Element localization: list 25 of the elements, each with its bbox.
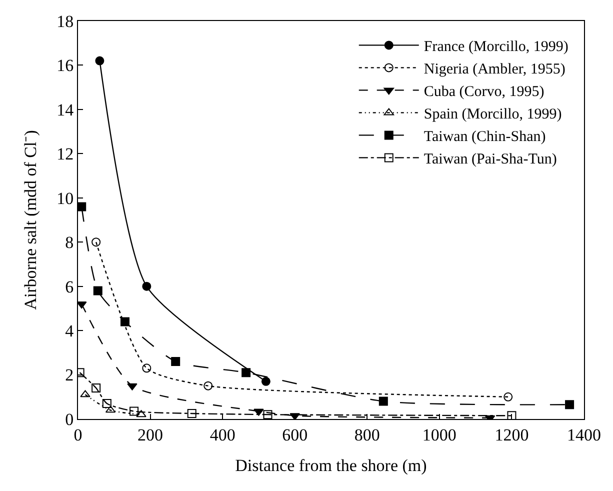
y-tick-label: 0 xyxy=(65,410,74,429)
x-tick-label: 200 xyxy=(138,425,164,444)
legend-label: Cuba (Corvo, 1995) xyxy=(424,84,544,100)
legend-label: Taiwan (Pai-Sha-Tun) xyxy=(424,152,557,168)
x-tick-label: 1000 xyxy=(422,425,456,444)
y-tick-label: 6 xyxy=(65,277,74,296)
y-tick-label: 14 xyxy=(56,100,74,120)
x-tick-label: 800 xyxy=(354,425,380,444)
legend-label: France (Morcillo, 1999) xyxy=(424,39,568,56)
x-axis-title: Distance from the shore (m) xyxy=(235,456,427,475)
y-tick-label: 10 xyxy=(56,188,74,208)
x-tick-label: 400 xyxy=(210,425,236,444)
y-tick-label: 12 xyxy=(56,144,74,164)
x-tick-label: 600 xyxy=(282,425,308,444)
x-tick-label: 1400 xyxy=(567,425,601,444)
y-tick-label: 8 xyxy=(65,233,74,252)
y-tick-label: 2 xyxy=(65,366,74,385)
legend-label: Taiwan (Chin-Shan) xyxy=(424,129,546,146)
legend-label: Spain (Morcillo, 1999) xyxy=(424,106,562,123)
y-tick-label: 4 xyxy=(65,322,74,341)
x-tick-label: 1200 xyxy=(494,425,529,444)
y-axis-title: Airborne salt (mdd of Cl⁻) xyxy=(21,130,40,310)
y-tick-label: 18 xyxy=(56,12,74,31)
y-tick-label: 16 xyxy=(56,56,74,76)
legend-label: Nigeria (Ambler, 1955) xyxy=(424,62,566,78)
